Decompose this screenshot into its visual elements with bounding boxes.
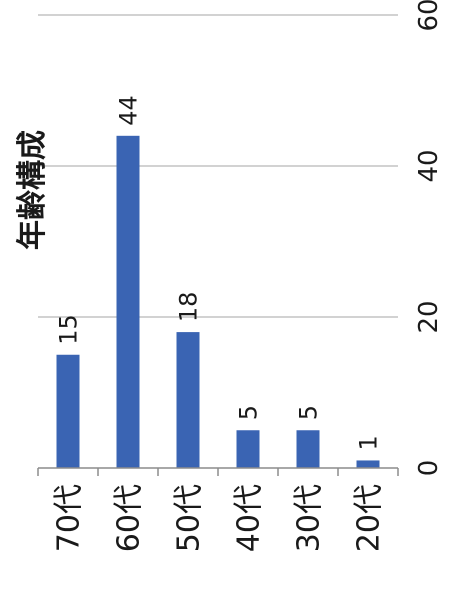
gridlines [38, 14, 398, 318]
category-label: 20代 [352, 484, 387, 552]
data-label: 1 [354, 435, 382, 450]
bar-70代 [56, 354, 80, 468]
value-tick-label: 20 [414, 300, 444, 333]
data-label: 5 [294, 405, 322, 420]
bar-30代 [296, 430, 320, 468]
category-label: 60代 [112, 484, 147, 552]
value-tick-label: 0 [414, 460, 444, 477]
data-label: 44 [114, 95, 142, 126]
value-tick-label: 40 [414, 149, 444, 182]
bar-20代 [356, 460, 380, 468]
data-label: 15 [54, 314, 82, 345]
bar-40代 [236, 430, 260, 468]
data-label: 5 [234, 405, 262, 420]
labels: 0 20 40 60 15 70代 44 60代 18 50代 5 40代 5 30代 1 20代 [52, 0, 445, 552]
bar-60代 [116, 135, 140, 469]
chart-title: 年齢構成 [15, 130, 50, 250]
category-label: 50代 [172, 484, 207, 552]
axes [37, 467, 399, 476]
category-label: 40代 [232, 484, 267, 552]
value-tick-label: 60 [414, 0, 444, 32]
bars [56, 135, 380, 469]
category-label: 70代 [52, 484, 87, 552]
data-label: 18 [174, 292, 202, 323]
bar-50代 [176, 332, 200, 468]
category-label: 30代 [292, 484, 327, 552]
